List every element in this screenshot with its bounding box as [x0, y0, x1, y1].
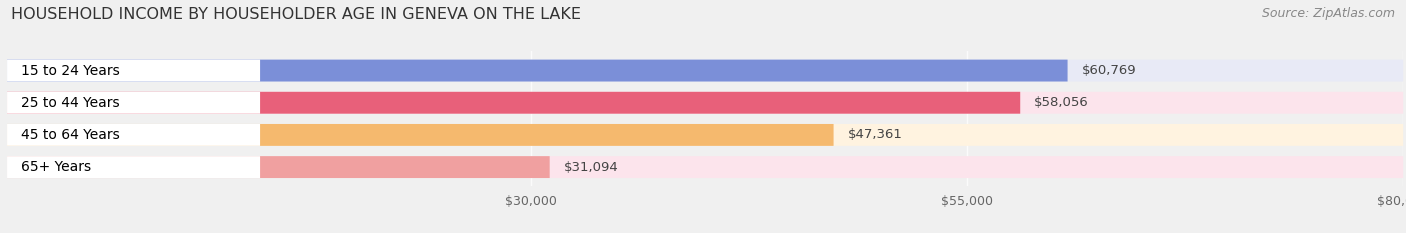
FancyBboxPatch shape [7, 124, 260, 146]
Text: Source: ZipAtlas.com: Source: ZipAtlas.com [1261, 7, 1395, 20]
FancyBboxPatch shape [7, 156, 260, 178]
Text: $60,769: $60,769 [1081, 64, 1136, 77]
Text: $31,094: $31,094 [564, 161, 619, 174]
FancyBboxPatch shape [7, 60, 260, 82]
FancyBboxPatch shape [7, 156, 550, 178]
Text: 15 to 24 Years: 15 to 24 Years [21, 64, 120, 78]
Text: $58,056: $58,056 [1035, 96, 1088, 109]
Text: 65+ Years: 65+ Years [21, 160, 91, 174]
Text: 45 to 64 Years: 45 to 64 Years [21, 128, 120, 142]
FancyBboxPatch shape [7, 60, 1403, 82]
Text: 25 to 44 Years: 25 to 44 Years [21, 96, 120, 110]
Text: $47,361: $47,361 [848, 128, 903, 141]
FancyBboxPatch shape [7, 92, 1021, 114]
FancyBboxPatch shape [7, 156, 1403, 178]
FancyBboxPatch shape [7, 60, 1067, 82]
FancyBboxPatch shape [7, 92, 1403, 114]
FancyBboxPatch shape [7, 124, 1403, 146]
Text: HOUSEHOLD INCOME BY HOUSEHOLDER AGE IN GENEVA ON THE LAKE: HOUSEHOLD INCOME BY HOUSEHOLDER AGE IN G… [11, 7, 581, 22]
FancyBboxPatch shape [7, 92, 260, 114]
FancyBboxPatch shape [7, 124, 834, 146]
